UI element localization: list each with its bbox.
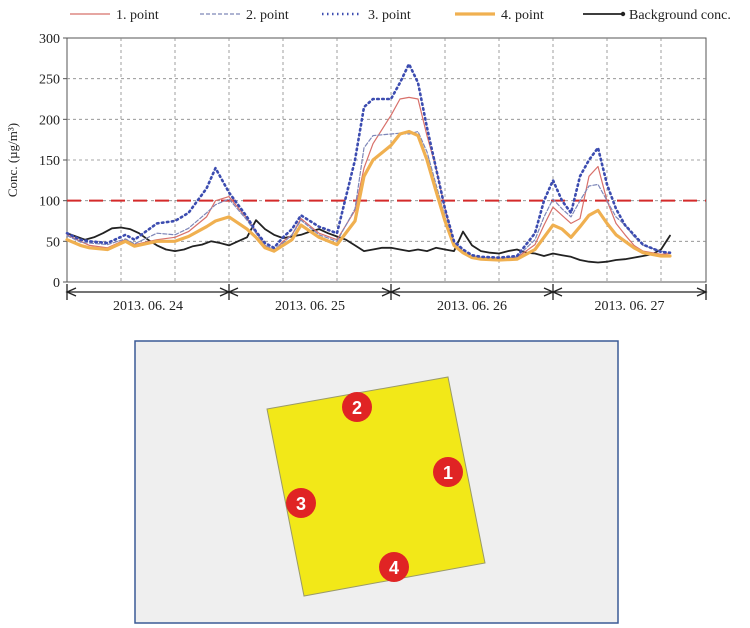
series-line-4 — [65, 129, 672, 262]
period-arrow-right — [696, 287, 708, 297]
y-tick-label: 250 — [39, 73, 60, 88]
chart-legend: 1. point 2. point 3. point 4. point Backgrou… — [70, 8, 731, 23]
y-tick-label: 300 — [39, 32, 60, 47]
period-arrow-left — [389, 287, 401, 297]
site-marker-4: 4 — [379, 552, 409, 582]
date-period-axis: 2013. 06. 24 2013. 06. 25 2013. 06. 26 2013… — [65, 284, 708, 314]
site-marker-1-circle — [433, 457, 463, 487]
y-tick-label: 200 — [39, 113, 60, 128]
site-marker-4-circle — [379, 552, 409, 582]
series-line-5 — [66, 219, 671, 264]
legend-label-4: 4. point — [501, 8, 544, 23]
y-tick-label: 50 — [46, 235, 60, 250]
y-tick-label: 0 — [53, 276, 60, 291]
site-map: 1 2 3 4 — [134, 340, 619, 624]
site-marker-2: 2 — [342, 392, 372, 422]
legend-label-5: Background conc. — [629, 8, 731, 23]
site-area-square — [266, 376, 486, 597]
line-chart: 0 50 100 150 200 250 300 Conc. (µg/m³) 2013. 0… — [5, 32, 708, 314]
period-arrow-left — [65, 287, 77, 297]
series-line-1 — [66, 96, 671, 259]
period-label-4: 2013. 06. 27 — [595, 299, 665, 314]
y-tick-label: 100 — [39, 195, 60, 210]
period-label-2: 2013. 06. 25 — [275, 299, 345, 314]
y-tick-label: 150 — [39, 154, 60, 169]
site-marker-3: 3 — [286, 488, 316, 518]
y-axis-label: Conc. (µg/m³) — [5, 123, 20, 197]
period-arrow-left — [551, 287, 563, 297]
legend-label-3: 3. point — [368, 8, 411, 23]
site-marker-3-circle — [286, 488, 316, 518]
site-marker-1-label: 1 — [443, 463, 453, 483]
site-marker-1: 1 — [433, 457, 463, 487]
period-label-1: 2013. 06. 24 — [113, 299, 183, 314]
series-line-3 — [65, 62, 672, 259]
site-marker-2-circle — [342, 392, 372, 422]
legend-marker-5 — [620, 11, 626, 17]
series-lines — [65, 62, 672, 264]
site-marker-2-label: 2 — [352, 398, 362, 418]
y-axis-ticks: 0 50 100 150 200 250 300 — [39, 32, 67, 291]
legend-label-1: 1. point — [116, 8, 159, 23]
legend-label-2: 2. point — [246, 8, 289, 23]
site-marker-4-label: 4 — [389, 558, 399, 578]
site-marker-3-label: 3 — [296, 494, 306, 514]
period-label-3: 2013. 06. 26 — [437, 299, 507, 314]
period-arrow-left — [227, 287, 239, 297]
grid-lines — [67, 38, 706, 282]
